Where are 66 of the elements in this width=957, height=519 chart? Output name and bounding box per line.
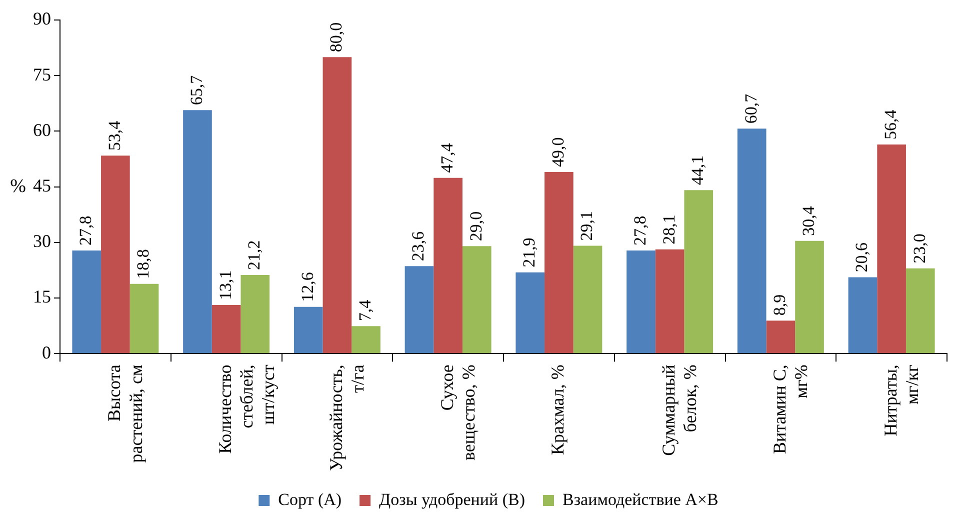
legend-label: Взаимодействие А×В (562, 490, 718, 509)
data-label: 44,1 (688, 155, 708, 186)
y-tick-label: 75 (33, 64, 51, 84)
x-tick-label: Крахмал, % (548, 364, 568, 455)
bar (404, 266, 434, 354)
y-tick-label: 15 (33, 286, 51, 307)
data-label: 18,8 (134, 249, 153, 279)
data-label: 23,0 (910, 234, 929, 264)
x-tick-label: Нитраты, мг/кг (880, 364, 922, 436)
data-label: 13,1 (216, 270, 235, 300)
y-tick-label: 60 (33, 120, 51, 140)
bar (626, 250, 656, 354)
y-tick-label: 0 (42, 342, 51, 362)
x-tick-label: Высота растений, см (104, 364, 146, 463)
data-label: 27,8 (76, 216, 96, 246)
bar (544, 172, 574, 354)
bar (72, 250, 102, 354)
bar (848, 277, 878, 354)
x-tick-label: Количество стеблей, шт/куст (215, 364, 278, 454)
legend-label: Сорт (А) (278, 490, 342, 509)
data-label: 8,9 (770, 294, 790, 316)
bar (516, 272, 545, 354)
bar (737, 128, 766, 354)
data-label: 20,6 (852, 242, 872, 272)
bar (294, 306, 323, 354)
data-label: 53,4 (104, 120, 124, 151)
data-label: 23,6 (408, 231, 428, 262)
legend-label: Дозы удобрений (В) (379, 490, 526, 509)
bar (795, 240, 824, 354)
bar (573, 246, 602, 354)
data-label: 27,8 (630, 216, 650, 246)
bar (877, 144, 906, 354)
data-label: 29,0 (466, 211, 486, 242)
x-tick-label: Витамин С, мг% (769, 364, 812, 454)
bar (906, 268, 935, 354)
bar (766, 320, 796, 354)
x-tick-label: Суммарный белок, % (658, 364, 700, 456)
bar (655, 249, 684, 354)
data-label: 80,0 (326, 22, 346, 52)
bar (462, 246, 492, 354)
bar (352, 326, 380, 354)
bar (434, 178, 462, 354)
bar (212, 305, 241, 354)
y-axis-title: % (10, 176, 26, 197)
data-label: 12,6 (298, 272, 317, 302)
data-label: 30,4 (798, 206, 818, 236)
bar (322, 57, 352, 354)
data-label: 65,7 (186, 74, 206, 106)
data-label: 21,2 (244, 240, 264, 270)
y-tick-label: 30 (33, 231, 51, 252)
data-label: 28,1 (659, 214, 678, 244)
bar (240, 275, 270, 354)
data-label: 7,4 (355, 299, 374, 322)
data-label: 56,4 (881, 109, 900, 140)
data-label: 29,1 (577, 210, 596, 241)
bar (183, 110, 212, 354)
x-tick-label: Урожайность, т/га (326, 364, 368, 472)
bar (130, 284, 159, 354)
data-label: 47,4 (438, 142, 457, 173)
y-tick-label: 45 (33, 176, 51, 196)
bar (684, 190, 714, 354)
data-label: 49,0 (548, 137, 568, 167)
data-label: 21,9 (520, 238, 539, 268)
bar (101, 156, 130, 354)
data-label: 60,7 (741, 93, 760, 124)
y-tick-label: 90 (33, 8, 51, 29)
